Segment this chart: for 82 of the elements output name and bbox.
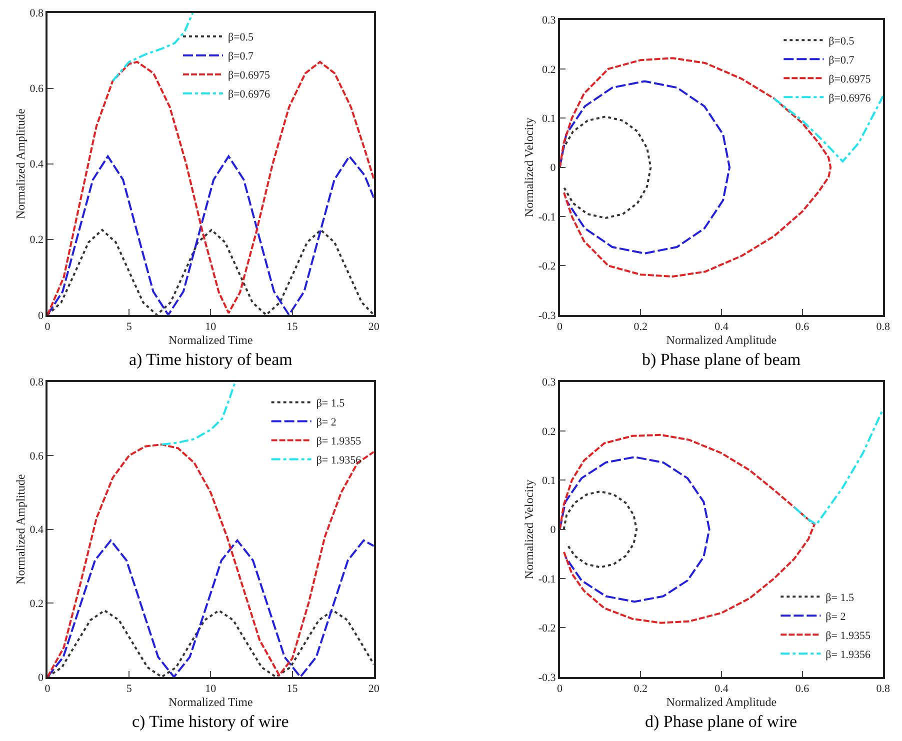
legend-label: β=0.6976	[828, 92, 872, 104]
x-tick-label: 0.8	[876, 320, 891, 333]
y-tick-label: 0.8	[30, 376, 44, 389]
y-tick-label: -0.2	[538, 622, 556, 635]
legend-label: β=0.7	[828, 54, 855, 66]
x-tick-label: 0.2	[634, 320, 648, 333]
y-axis-title: Normalized Amplitude	[14, 474, 28, 585]
legend-label: β= 2	[826, 610, 846, 623]
line-series	[562, 490, 638, 568]
legend-label: β=0.5	[228, 32, 254, 44]
y-tick-label: 0.2	[542, 426, 556, 438]
x-axis-title: Normalized Time	[168, 694, 253, 709]
y-axis-title: Normalized Velocity	[522, 118, 536, 218]
x-tick-label: 10	[205, 320, 217, 333]
text: c) Time history of wire	[132, 712, 289, 731]
line-series	[48, 155, 374, 315]
y-tick-label: -0.2	[538, 260, 556, 273]
x-tick-label: 0.6	[795, 682, 810, 695]
x-axis-title: Normalized Time	[168, 332, 253, 347]
line-series	[160, 382, 236, 446]
y-tick-label: 0	[38, 672, 44, 684]
x-tick-label: 0.4	[714, 320, 729, 333]
y-tick-label: -0.1	[538, 573, 556, 586]
line-series	[112, 12, 194, 82]
text: b) Phase plane of beam	[642, 350, 801, 369]
x-tick-label: 15	[286, 320, 298, 333]
legend-label: β=0.6975	[828, 73, 872, 86]
y-axis-title: Normalized Velocity	[522, 480, 536, 580]
legend-label: β= 1.9356	[826, 648, 871, 661]
line-series	[48, 228, 374, 315]
y-tick-label: 0.6	[30, 83, 44, 96]
x-tick-label: 20	[368, 320, 380, 333]
x-tick-label: 0.6	[795, 320, 810, 333]
y-tick-label: 0.3	[542, 376, 556, 389]
line-series	[48, 610, 374, 677]
legend-label: β=0.6976	[228, 88, 271, 101]
line-series	[793, 408, 884, 526]
legend-label: β= 2	[316, 416, 336, 428]
y-tick-label: 0.6	[30, 450, 44, 462]
x-tick-label: 0.4	[714, 682, 729, 695]
y-tick-label: 0	[38, 310, 44, 322]
line-series	[560, 434, 816, 624]
x-axis-title: Normalized Amplitude	[666, 694, 777, 709]
y-tick-label: 0.1	[542, 112, 556, 125]
x-tick-label: 0.8	[876, 682, 891, 695]
legend-label: β= 1.5	[316, 397, 346, 410]
x-tick-label: 10	[205, 682, 217, 695]
y-tick-label: 0.3	[542, 14, 556, 27]
y-tick-label: 0.8	[30, 8, 44, 20]
x-tick-label: 0.2	[634, 682, 648, 695]
y-tick-label: 0.1	[542, 475, 556, 488]
line-series	[48, 60, 374, 315]
line-series	[560, 80, 731, 254]
y-tick-label: 0	[550, 524, 556, 536]
line-series	[560, 456, 710, 603]
text: a) Time history of beam	[129, 350, 292, 369]
y-tick-label: -0.3	[538, 672, 556, 684]
legend-label: β= 1.9355	[316, 435, 362, 448]
legend-label: β=0.6975	[228, 70, 271, 82]
line-series	[560, 116, 652, 219]
line-series	[773, 94, 884, 162]
legend-label: β= 1.9355	[826, 630, 871, 642]
text: d) Phase plane of wire	[645, 712, 798, 731]
y-tick-label: 0.4	[30, 524, 44, 536]
legend-label: β=0.5	[828, 35, 855, 48]
x-tick-label: 15	[286, 682, 298, 695]
line-series	[48, 539, 374, 677]
y-tick-label: -0.3	[538, 310, 556, 322]
y-tick-label: 0.2	[542, 64, 556, 76]
legend-label: β= 1.5	[826, 592, 854, 604]
y-tick-label: 0	[550, 162, 556, 174]
x-tick-label: 5	[126, 320, 132, 333]
x-axis-title: Normalized Amplitude	[666, 332, 777, 347]
y-axis-title: Normalized Amplitude	[14, 108, 28, 220]
legend-label: β= 1.9356	[316, 454, 362, 466]
y-tick-label: 0.2	[30, 598, 44, 610]
y-tick-label: 0.2	[30, 234, 44, 246]
legend-label: β=0.7	[228, 50, 254, 63]
y-tick-label: 0.4	[30, 158, 44, 171]
y-tick-label: -0.1	[538, 211, 556, 224]
x-tick-label: 5	[126, 682, 132, 695]
x-tick-label: 20	[368, 682, 380, 695]
